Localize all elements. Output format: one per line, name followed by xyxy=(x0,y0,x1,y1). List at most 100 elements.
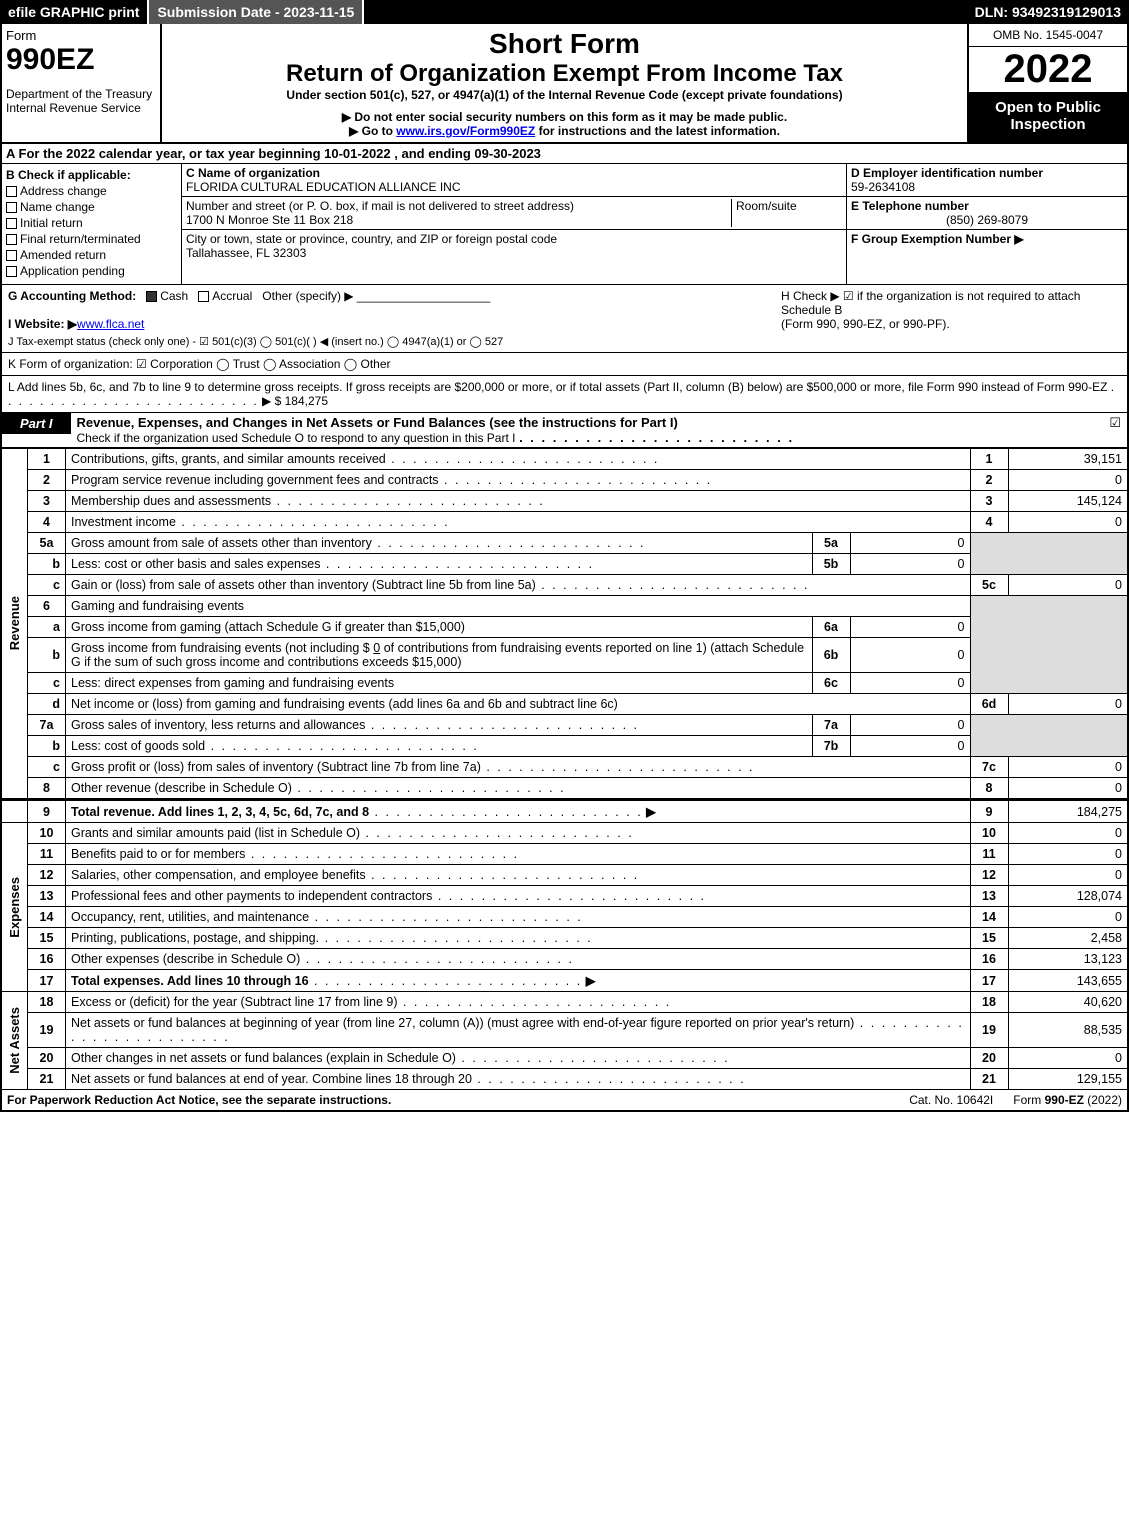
chk-final-return[interactable]: Final return/terminated xyxy=(6,232,177,246)
header-center: Short Form Return of Organization Exempt… xyxy=(162,24,967,142)
row-13: 13Professional fees and other payments t… xyxy=(1,886,1128,907)
expenses-sidebar: Expenses xyxy=(7,877,22,938)
phone-value: (850) 269-8079 xyxy=(851,213,1123,227)
row-7a: 7aGross sales of inventory, less returns… xyxy=(1,715,1128,736)
org-name-row: C Name of organization FLORIDA CULTURAL … xyxy=(182,164,846,197)
row-7c: cGross profit or (loss) from sales of in… xyxy=(1,757,1128,778)
row-1: Revenue1Contributions, gifts, grants, an… xyxy=(1,449,1128,470)
short-form-title: Short Form xyxy=(166,28,963,60)
addr1: 1700 N Monroe Ste 11 Box 218 xyxy=(186,213,353,227)
phone-row: E Telephone number (850) 269-8079 xyxy=(847,197,1127,230)
revenue-sidebar: Revenue xyxy=(7,596,22,650)
cat-no: Cat. No. 10642I xyxy=(889,1093,1013,1107)
row-9: 9Total revenue. Add lines 1, 2, 3, 4, 5c… xyxy=(1,800,1128,823)
chk-application-pending[interactable]: Application pending xyxy=(6,264,177,278)
col-c: C Name of organization FLORIDA CULTURAL … xyxy=(182,164,847,284)
website-line: I Website: ▶www.flca.net xyxy=(8,317,781,331)
dept-label: Department of the Treasury Internal Reve… xyxy=(6,87,156,115)
section-bdef: B Check if applicable: Address change Na… xyxy=(0,164,1129,285)
addr1-label: Number and street (or P. O. box, if mail… xyxy=(186,199,574,213)
row-10: Expenses10Grants and similar amounts pai… xyxy=(1,823,1128,844)
group-exempt-row: F Group Exemption Number ▶ xyxy=(847,230,1127,248)
addr2-row: City or town, state or province, country… xyxy=(182,230,846,262)
header-left: Form 990EZ Department of the Treasury In… xyxy=(2,24,162,142)
website-link[interactable]: www.flca.net xyxy=(77,317,144,331)
row-6a: aGross income from gaming (attach Schedu… xyxy=(1,617,1128,638)
chk-name-change[interactable]: Name change xyxy=(6,200,177,214)
paperwork-notice: For Paperwork Reduction Act Notice, see … xyxy=(7,1093,889,1107)
part-1-checkbox[interactable]: ☑ xyxy=(1103,413,1127,433)
row-14: 14Occupancy, rent, utilities, and mainte… xyxy=(1,907,1128,928)
chk-address-change[interactable]: Address change xyxy=(6,184,177,198)
addr2-label: City or town, state or province, country… xyxy=(186,232,557,246)
chk-initial-return[interactable]: Initial return xyxy=(6,216,177,230)
row-15: 15Printing, publications, postage, and s… xyxy=(1,928,1128,949)
row-7b: bLess: cost of goods sold7b0 xyxy=(1,736,1128,757)
row-5b: bLess: cost or other basis and sales exp… xyxy=(1,554,1128,575)
omb-number: OMB No. 1545-0047 xyxy=(969,24,1127,47)
part-1-header: Part I Revenue, Expenses, and Changes in… xyxy=(0,413,1129,448)
ssn-note: ▶ Do not enter social security numbers o… xyxy=(166,110,963,124)
row-5c: cGain or (loss) from sale of assets othe… xyxy=(1,575,1128,596)
form-header: Form 990EZ Department of the Treasury In… xyxy=(0,24,1129,144)
row-6b: bGross income from fundraising events (n… xyxy=(1,638,1128,673)
addr1-row: Number and street (or P. O. box, if mail… xyxy=(182,197,846,230)
g-accounting: G Accounting Method: Cash Accrual Other … xyxy=(8,289,781,303)
group-exempt-label: F Group Exemption Number ▶ xyxy=(851,232,1024,246)
org-name-label: C Name of organization xyxy=(186,166,320,180)
j-tax-exempt: J Tax-exempt status (check only one) - ☑… xyxy=(8,335,781,348)
ein-label: D Employer identification number xyxy=(851,166,1043,180)
goto-note: ▶ Go to www.irs.gov/Form990EZ for instru… xyxy=(166,124,963,138)
form-label: Form xyxy=(6,28,156,43)
efile-print-label[interactable]: efile GRAPHIC print xyxy=(0,0,149,24)
row-5a: 5aGross amount from sale of assets other… xyxy=(1,533,1128,554)
phone-label: E Telephone number xyxy=(851,199,969,213)
room-label: Room/suite xyxy=(736,199,797,213)
col-def: D Employer identification number 59-2634… xyxy=(847,164,1127,284)
ein-row: D Employer identification number 59-2634… xyxy=(847,164,1127,197)
row-11: 11Benefits paid to or for members110 xyxy=(1,844,1128,865)
col-b-title: B Check if applicable: xyxy=(6,168,177,182)
goto-suffix: for instructions and the latest informat… xyxy=(535,124,780,138)
h-check: H Check ▶ ☑ if the organization is not r… xyxy=(781,289,1121,348)
addr2: Tallahassee, FL 32303 xyxy=(186,246,306,260)
col-b: B Check if applicable: Address change Na… xyxy=(2,164,182,284)
row-12: 12Salaries, other compensation, and empl… xyxy=(1,865,1128,886)
l-line: L Add lines 5b, 6c, and 7b to line 9 to … xyxy=(0,376,1129,413)
row-20: 20Other changes in net assets or fund ba… xyxy=(1,1048,1128,1069)
g-h-line: G Accounting Method: Cash Accrual Other … xyxy=(0,285,1129,353)
section-a: A For the 2022 calendar year, or tax yea… xyxy=(0,144,1129,164)
ein-value: 59-2634108 xyxy=(851,180,915,194)
k-line: K Form of organization: ☑ Corporation ◯ … xyxy=(0,353,1129,376)
part-1-title: Revenue, Expenses, and Changes in Net As… xyxy=(71,413,1104,447)
return-title: Return of Organization Exempt From Incom… xyxy=(166,60,963,88)
under-section: Under section 501(c), 527, or 4947(a)(1)… xyxy=(166,88,963,102)
page-foot: For Paperwork Reduction Act Notice, see … xyxy=(0,1090,1129,1112)
open-to-public: Open to Public Inspection xyxy=(969,93,1127,142)
part-1-badge: Part I xyxy=(2,413,71,434)
row-6c: cLess: direct expenses from gaming and f… xyxy=(1,673,1128,694)
row-3: 3Membership dues and assessments3145,124 xyxy=(1,491,1128,512)
row-16: 16Other expenses (describe in Schedule O… xyxy=(1,949,1128,970)
tax-year: 2022 xyxy=(969,47,1127,93)
row-21: 21Net assets or fund balances at end of … xyxy=(1,1069,1128,1090)
goto-prefix: ▶ Go to xyxy=(349,124,396,138)
form-number: 990EZ xyxy=(6,43,156,77)
chk-amended-return[interactable]: Amended return xyxy=(6,248,177,262)
row-2: 2Program service revenue including gover… xyxy=(1,470,1128,491)
form-id: Form 990-EZ (2022) xyxy=(1013,1093,1122,1107)
row-8: 8Other revenue (describe in Schedule O)8… xyxy=(1,778,1128,800)
header-right: OMB No. 1545-0047 2022 Open to Public In… xyxy=(967,24,1127,142)
part-1-table: Revenue1Contributions, gifts, grants, an… xyxy=(0,448,1129,1090)
dln-label: DLN: 93492319129013 xyxy=(967,0,1129,24)
net-assets-sidebar: Net Assets xyxy=(7,1007,22,1074)
row-18: Net Assets18Excess or (deficit) for the … xyxy=(1,992,1128,1013)
row-19: 19Net assets or fund balances at beginni… xyxy=(1,1013,1128,1048)
submission-date-label: Submission Date - 2023-11-15 xyxy=(149,0,364,24)
row-17: 17Total expenses. Add lines 10 through 1… xyxy=(1,970,1128,992)
goto-link[interactable]: www.irs.gov/Form990EZ xyxy=(396,124,535,138)
topbar: efile GRAPHIC print Submission Date - 20… xyxy=(0,0,1129,24)
org-name: FLORIDA CULTURAL EDUCATION ALLIANCE INC xyxy=(186,180,461,194)
row-6: 6Gaming and fundraising events xyxy=(1,596,1128,617)
row-6d: dNet income or (loss) from gaming and fu… xyxy=(1,694,1128,715)
